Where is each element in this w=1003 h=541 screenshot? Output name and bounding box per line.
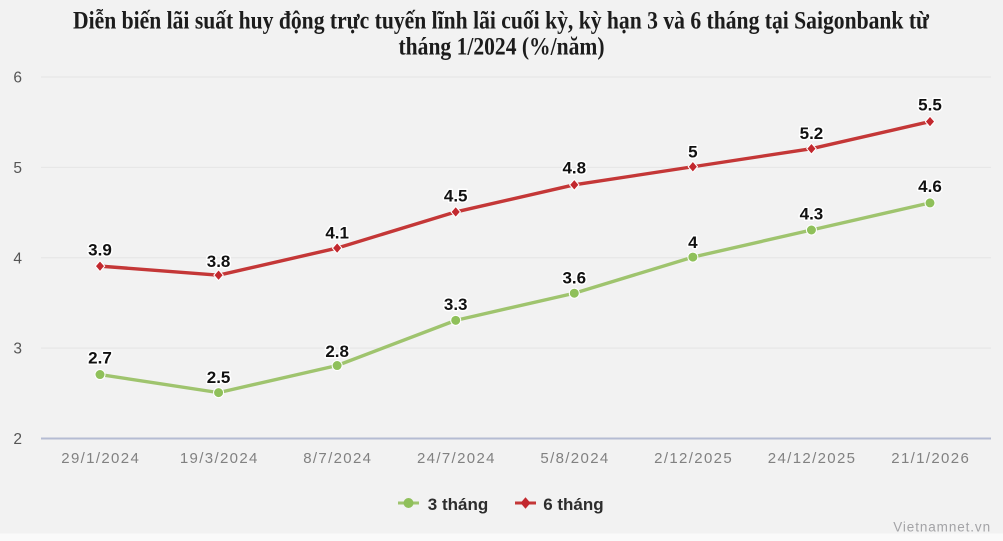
svg-text:24/7/2024: 24/7/2024 [417,450,496,467]
svg-text:5.5: 5.5 [918,96,942,115]
svg-text:5.2: 5.2 [800,124,824,143]
svg-text:4: 4 [13,250,22,267]
svg-text:21/1/2026: 21/1/2026 [891,450,970,467]
svg-text:4.3: 4.3 [800,205,824,224]
svg-text:5: 5 [688,143,697,162]
svg-text:2.8: 2.8 [325,342,349,361]
svg-text:Diễn biến lãi suất huy động tr: Diễn biến lãi suất huy động trực tuyến l… [73,8,930,35]
svg-text:tháng 1/2024 (%/năm): tháng 1/2024 (%/năm) [399,33,605,60]
svg-text:3: 3 [13,341,22,358]
svg-text:6: 6 [13,70,22,87]
svg-text:2.5: 2.5 [207,368,231,387]
svg-text:Vietnamnet.vn: Vietnamnet.vn [893,520,991,535]
svg-text:8/7/2024: 8/7/2024 [303,450,372,467]
svg-text:4.5: 4.5 [444,187,468,206]
svg-text:3.6: 3.6 [562,269,586,288]
svg-text:3.3: 3.3 [444,295,468,314]
svg-text:4.8: 4.8 [562,159,586,178]
svg-text:29/1/2024: 29/1/2024 [61,450,140,467]
svg-text:3.9: 3.9 [88,240,112,259]
svg-text:2: 2 [13,431,22,448]
svg-text:2/12/2025: 2/12/2025 [654,450,733,467]
svg-text:4: 4 [688,233,698,252]
svg-text:4.1: 4.1 [325,224,349,243]
svg-text:19/3/2024: 19/3/2024 [180,450,259,467]
svg-text:3 tháng: 3 tháng [428,495,488,514]
svg-text:5/8/2024: 5/8/2024 [540,450,609,467]
svg-text:2.7: 2.7 [88,349,112,368]
svg-text:3.8: 3.8 [207,252,231,271]
svg-text:6 tháng: 6 tháng [543,495,603,514]
svg-text:5: 5 [13,160,22,177]
svg-text:4.6: 4.6 [918,177,942,196]
svg-text:24/12/2025: 24/12/2025 [768,450,857,467]
